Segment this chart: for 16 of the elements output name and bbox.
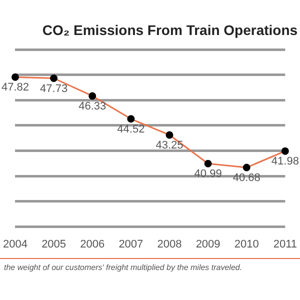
data-label: 41.98 [271,156,299,168]
data-label: 43.25 [156,140,184,152]
x-tick-label: 2004 [2,238,28,250]
data-label: 46.33 [78,100,106,113]
data-label: 44.52 [117,123,145,136]
data-label: 47.82 [1,82,29,94]
x-tick-label: 2006 [80,238,105,250]
x-tick-label: 2005 [42,238,66,250]
data-label: 47.73 [40,82,68,95]
text: the weight of our customers' freight multiplied by the miles traveled. [3,262,244,274]
x-tick-label: 2011 [273,238,297,250]
x-tick-label: 2010 [234,238,259,250]
x-tick-label: 2009 [196,238,220,250]
x-tick-label: 2007 [118,238,144,250]
x-tick-label: 2008 [157,238,182,250]
chart-title: CO₂ Emissions From Train Operations [41,21,299,40]
